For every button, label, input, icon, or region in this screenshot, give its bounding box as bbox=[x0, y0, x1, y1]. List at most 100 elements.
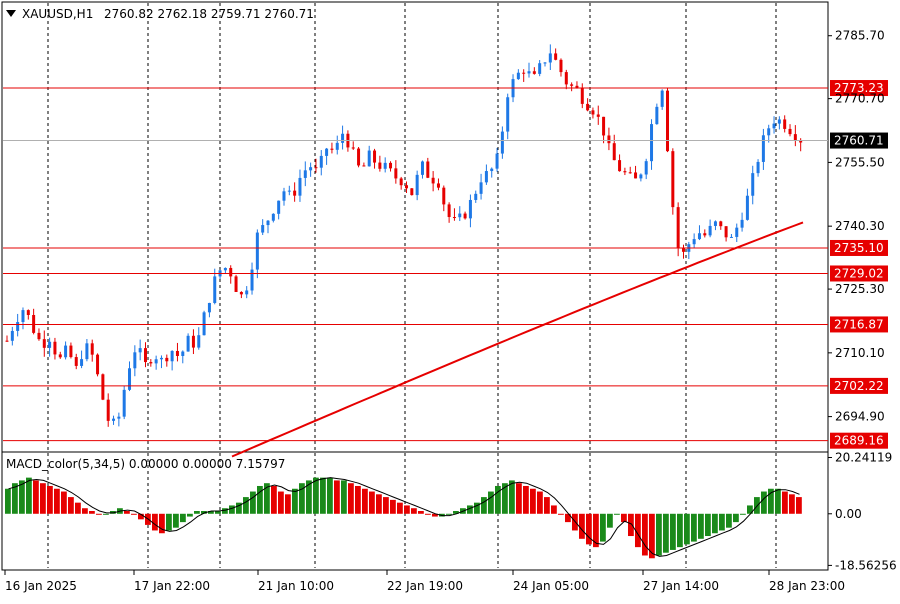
macd-bar bbox=[390, 499, 396, 514]
candle-body bbox=[516, 72, 520, 80]
candle-body bbox=[149, 362, 153, 364]
macd-bar bbox=[509, 480, 515, 514]
vertical-grid bbox=[47, 3, 777, 568]
candle-body bbox=[122, 389, 126, 417]
macd-bar bbox=[40, 483, 46, 514]
price-level-label: 2689.16 bbox=[834, 434, 884, 448]
candle-body bbox=[234, 276, 238, 292]
candle-body bbox=[495, 153, 499, 169]
macd-histogram bbox=[5, 477, 802, 559]
macd-bar bbox=[334, 480, 340, 514]
macd-bar bbox=[194, 511, 200, 514]
current-price-label: 2760.71 bbox=[834, 134, 884, 148]
candle-body bbox=[335, 142, 339, 150]
price-level-label: 2773.23 bbox=[834, 81, 884, 95]
current-price-badge bbox=[830, 132, 888, 149]
price-level-label: 2729.02 bbox=[834, 266, 884, 280]
price-tick-label: 2710.10 bbox=[835, 346, 885, 360]
candle-body bbox=[591, 110, 595, 115]
price-tick-label: 2725.30 bbox=[835, 282, 885, 296]
macd-bar bbox=[796, 497, 802, 514]
macd-bar bbox=[243, 497, 249, 514]
macd-bar bbox=[89, 511, 95, 514]
moving-average-layer bbox=[231, 221, 804, 458]
candle-body bbox=[165, 357, 169, 362]
macd-bar bbox=[26, 477, 32, 514]
candle-body bbox=[644, 161, 648, 175]
candle-body bbox=[159, 357, 163, 360]
moving-average-line bbox=[231, 221, 804, 458]
macd-bar bbox=[516, 483, 522, 514]
candle-body bbox=[596, 114, 600, 117]
candle-body bbox=[271, 213, 275, 221]
candle-body bbox=[735, 227, 739, 237]
macd-bar bbox=[705, 513, 711, 537]
candle-body bbox=[729, 236, 733, 238]
macd-bar bbox=[173, 513, 179, 528]
candle-body bbox=[745, 195, 749, 220]
candle-body bbox=[719, 221, 723, 227]
macd-bar bbox=[82, 508, 88, 514]
candle-body bbox=[602, 116, 606, 136]
price-level-badge bbox=[830, 80, 888, 97]
time-tick-label: 17 Jan 22:00 bbox=[134, 579, 210, 593]
candle-body bbox=[314, 167, 318, 169]
macd-bar bbox=[362, 488, 368, 514]
macd-bar bbox=[502, 483, 508, 514]
candle-body bbox=[772, 123, 776, 129]
macd-bar bbox=[264, 483, 270, 514]
candle-body bbox=[117, 416, 121, 419]
candle-body bbox=[207, 302, 211, 313]
symbol-dropdown-icon[interactable] bbox=[6, 10, 16, 17]
macd-bar bbox=[565, 513, 571, 523]
candle-body bbox=[133, 352, 137, 369]
macd-bar bbox=[677, 513, 683, 548]
macd-bar bbox=[411, 508, 417, 514]
price-level-badge bbox=[830, 265, 888, 282]
macd-bar bbox=[33, 480, 39, 514]
macd-bar bbox=[747, 505, 753, 514]
macd-bar bbox=[523, 485, 529, 514]
macd-bar bbox=[313, 477, 319, 514]
candle-body bbox=[681, 247, 685, 252]
macd-bar bbox=[152, 513, 158, 531]
candle-body bbox=[64, 345, 68, 358]
macd-bar bbox=[369, 491, 375, 514]
macd-bar bbox=[600, 513, 606, 542]
candle-body bbox=[48, 341, 52, 348]
macd-bar bbox=[775, 488, 781, 514]
candle-body bbox=[697, 233, 701, 240]
candle-body bbox=[255, 232, 259, 270]
macd-bar bbox=[544, 497, 550, 514]
candle-body bbox=[463, 213, 467, 219]
price-level-badge bbox=[830, 239, 888, 256]
price-level-label: 2702.22 bbox=[834, 379, 884, 393]
candle-body bbox=[223, 267, 227, 271]
candle-body bbox=[676, 207, 680, 248]
candle-body bbox=[484, 171, 488, 183]
candle-body bbox=[793, 134, 797, 141]
candle-body bbox=[628, 172, 632, 174]
candle-body bbox=[16, 322, 20, 331]
candle-body bbox=[607, 135, 611, 144]
macd-bar bbox=[12, 483, 18, 514]
candle-body bbox=[458, 213, 462, 218]
price-level-badge bbox=[830, 316, 888, 333]
candle-body bbox=[191, 335, 195, 348]
candle-body bbox=[740, 219, 744, 228]
price-level-label: 2716.87 bbox=[834, 317, 884, 331]
candle-body bbox=[527, 71, 531, 74]
candle-body bbox=[543, 62, 547, 64]
macd-bar bbox=[96, 513, 102, 515]
time-tick-label: 27 Jan 14:00 bbox=[643, 579, 719, 593]
candle-body bbox=[671, 151, 675, 208]
candle-body bbox=[724, 226, 728, 238]
candle-body bbox=[410, 188, 414, 196]
candle-body bbox=[58, 354, 62, 358]
candle-body bbox=[767, 128, 771, 136]
price-tick-label: 2740.30 bbox=[835, 219, 885, 233]
candle-body bbox=[426, 161, 430, 178]
candle-body bbox=[532, 71, 536, 74]
